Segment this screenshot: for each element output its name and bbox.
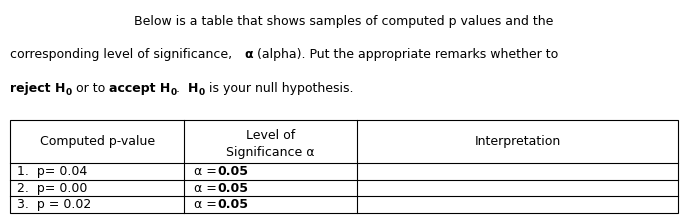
Text: Interpretation: Interpretation <box>475 135 561 148</box>
Text: 3.  p = 0.02: 3. p = 0.02 <box>17 198 92 211</box>
Text: H: H <box>55 82 65 95</box>
Text: .: . <box>176 82 189 95</box>
Text: reject: reject <box>10 82 55 95</box>
Text: 0.05: 0.05 <box>217 165 248 178</box>
Text: (alpha). Put the appropriate remarks whether to: (alpha). Put the appropriate remarks whe… <box>253 48 559 61</box>
Text: 0.05: 0.05 <box>217 182 248 195</box>
Text: 0: 0 <box>170 88 176 97</box>
Text: Below is a table that shows samples of computed p values and the: Below is a table that shows samples of c… <box>134 15 554 28</box>
Text: α =: α = <box>194 182 217 195</box>
Text: 1.  p= 0.04: 1. p= 0.04 <box>17 165 87 178</box>
Text: Level of: Level of <box>246 129 295 142</box>
Text: α =: α = <box>194 165 217 178</box>
Text: α =: α = <box>194 198 217 211</box>
Text: 0: 0 <box>199 88 205 97</box>
Text: Computed p-value: Computed p-value <box>39 135 155 148</box>
Text: 0.05: 0.05 <box>217 198 248 211</box>
Text: or to: or to <box>72 82 109 95</box>
Text: is your null hypothesis.: is your null hypothesis. <box>205 82 354 95</box>
Bar <box>10 120 678 213</box>
Text: H: H <box>189 82 199 95</box>
Text: α: α <box>244 48 253 61</box>
Text: 0: 0 <box>65 88 72 97</box>
Text: accept H: accept H <box>109 82 170 95</box>
Text: corresponding level of significance,: corresponding level of significance, <box>10 48 244 61</box>
Text: 2.  p= 0.00: 2. p= 0.00 <box>17 182 87 195</box>
Text: Significance α: Significance α <box>226 146 315 159</box>
